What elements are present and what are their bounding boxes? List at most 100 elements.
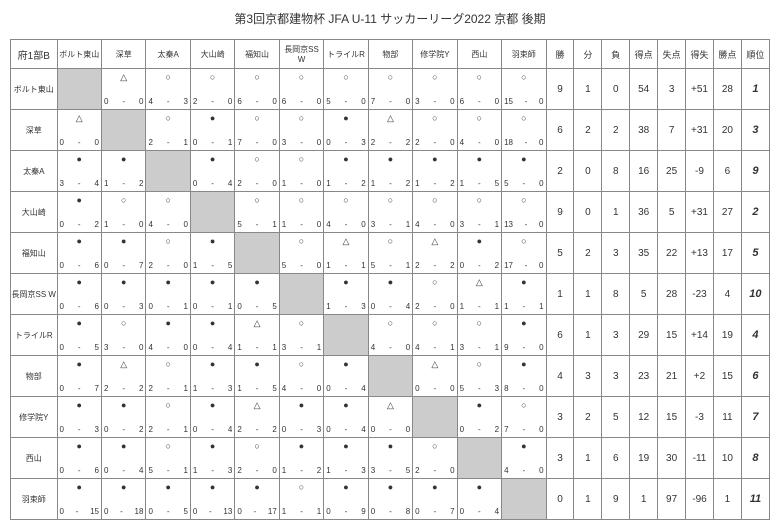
stat-cell: 22 <box>658 233 686 274</box>
stat-cell: 0 <box>574 151 602 192</box>
team-col-header: 西山 <box>457 40 501 69</box>
score-text: 0-7 <box>58 385 101 396</box>
match-cell: ○1-0 <box>101 192 145 233</box>
table-row: 福知山●0-6●0-7○2-0●1-5○5-0△1-1○5-1△2-2●0-2○… <box>11 233 770 274</box>
match-cell: ○5-0 <box>279 233 323 274</box>
match-cell: ●0-2 <box>57 192 101 233</box>
team-col-header: 羽束師 <box>502 40 546 69</box>
stat-cell: 15 <box>658 397 686 438</box>
match-cell: ○4-0 <box>368 315 412 356</box>
stat-cell: 6 <box>741 356 769 397</box>
score-text: 2-0 <box>235 467 278 478</box>
score-text: 0-6 <box>58 303 101 314</box>
team-col-header: トライルR <box>324 40 368 69</box>
match-cell: ○5-1 <box>368 233 412 274</box>
score-text: 0-7 <box>413 508 456 519</box>
result-mark: ● <box>324 110 367 128</box>
match-cell: ○3-1 <box>279 315 323 356</box>
team-col-header: 大山崎 <box>190 40 234 69</box>
team-row-header: 西山 <box>11 438 58 479</box>
match-cell: ●0-4 <box>190 315 234 356</box>
stat-cell: 97 <box>658 479 686 520</box>
score-text: 1-1 <box>458 303 501 314</box>
stat-cell: 19 <box>713 315 741 356</box>
team-row-header: 深草 <box>11 110 58 151</box>
result-mark: ● <box>324 479 367 497</box>
stat-cell: 1 <box>630 479 658 520</box>
score-text: 1-5 <box>235 385 278 396</box>
match-cell: ●0-7 <box>101 233 145 274</box>
stat-col-header: 分 <box>574 40 602 69</box>
stat-cell: +31 <box>686 192 714 233</box>
match-cell: ●4-0 <box>146 315 190 356</box>
team-col-header: 深草 <box>101 40 145 69</box>
result-mark: ● <box>324 397 367 415</box>
match-cell: ●0-15 <box>57 479 101 520</box>
score-text: 0-0 <box>102 98 145 109</box>
score-text: 2-0 <box>413 139 456 150</box>
match-cell: ●0-2 <box>457 233 501 274</box>
result-mark: △ <box>58 110 101 128</box>
team-col-header: 物部 <box>368 40 412 69</box>
score-text: 1-2 <box>324 180 367 191</box>
match-cell: ●0-4 <box>324 356 368 397</box>
stat-col-header: 順位 <box>741 40 769 69</box>
result-mark: ○ <box>102 315 145 333</box>
match-cell: △2-2 <box>368 110 412 151</box>
result-mark: ○ <box>413 110 456 128</box>
result-mark: ○ <box>458 192 501 210</box>
result-mark: △ <box>102 356 145 374</box>
match-cell: ●0-4 <box>101 438 145 479</box>
stat-cell: 36 <box>630 192 658 233</box>
result-mark: ● <box>458 479 501 497</box>
stat-cell: 11 <box>713 397 741 438</box>
score-text: 1-0 <box>102 221 145 232</box>
match-cell: ●0-1 <box>146 274 190 315</box>
score-text: 0-1 <box>191 139 234 150</box>
score-text: 0-4 <box>324 426 367 437</box>
result-mark: ○ <box>413 192 456 210</box>
result-mark: ○ <box>458 110 501 128</box>
result-mark: ○ <box>458 356 501 374</box>
match-cell: ●0-17 <box>235 479 279 520</box>
result-mark: ● <box>146 315 189 333</box>
score-text: 18-0 <box>502 139 545 150</box>
result-mark: ● <box>191 151 234 169</box>
stat-cell: 2 <box>602 110 630 151</box>
score-text: 5-1 <box>369 262 412 273</box>
score-text: 0-4 <box>191 180 234 191</box>
match-cell: ○4-1 <box>413 315 457 356</box>
stat-cell: 1 <box>574 315 602 356</box>
score-text: 6-0 <box>235 98 278 109</box>
match-cell: ●0-3 <box>324 110 368 151</box>
stat-cell: 30 <box>658 438 686 479</box>
stat-cell: -9 <box>686 151 714 192</box>
score-text: 2-0 <box>146 262 189 273</box>
match-cell: ● 0-4 <box>324 397 368 438</box>
score-text: 0-2 <box>58 221 101 232</box>
stat-col-header: 得失 <box>686 40 714 69</box>
match-cell: ○4-0 <box>413 192 457 233</box>
match-cell: ○17-0 <box>502 233 546 274</box>
match-cell: ●1-3 <box>190 438 234 479</box>
team-row-header: 長岡京SS W <box>11 274 58 315</box>
result-mark: ○ <box>458 315 501 333</box>
match-cell: ○6-0 <box>235 69 279 110</box>
match-cell: ○1-0 <box>279 192 323 233</box>
result-mark: ● <box>102 233 145 251</box>
stat-cell: 35 <box>630 233 658 274</box>
result-mark: ○ <box>502 192 545 210</box>
score-text: 8-0 <box>502 385 545 396</box>
result-mark: ○ <box>280 233 323 251</box>
score-text: 2-2 <box>369 139 412 150</box>
score-text: 0-5 <box>235 303 278 314</box>
match-cell: △2-2 <box>101 356 145 397</box>
result-mark: ● <box>280 438 323 456</box>
score-text: 15-0 <box>502 98 545 109</box>
score-text: 4-0 <box>324 221 367 232</box>
stat-cell: +2 <box>686 356 714 397</box>
score-text: 1-3 <box>191 385 234 396</box>
stat-cell: 54 <box>630 69 658 110</box>
match-cell: ●0-3 <box>57 397 101 438</box>
match-cell: ○4-3 <box>146 69 190 110</box>
